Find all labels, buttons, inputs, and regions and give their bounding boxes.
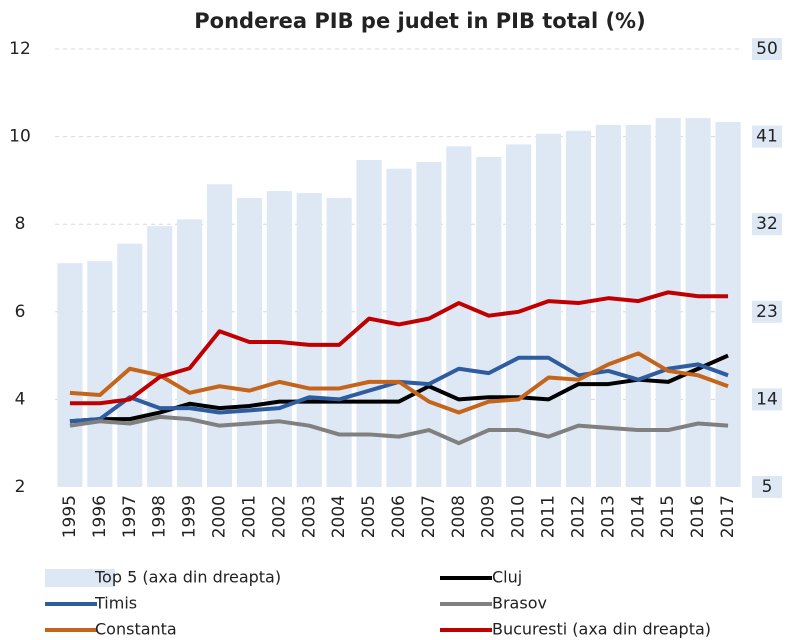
bar [416,161,442,487]
legend-label: Top 5 (axa din dreapta) [94,568,281,587]
legend-label: Brasov [492,594,547,613]
bar [565,130,592,487]
x-tick-label: 2010 [509,495,529,538]
x-tick-label: 1998 [150,495,170,538]
line [69,414,729,446]
bar [356,159,382,487]
x-tick-label: 2016 [688,495,708,538]
y-tick-label: 12 [9,39,31,59]
legend-label: Timis [94,594,137,613]
bar [386,168,412,487]
y2-tick-bg [752,213,782,236]
x-tick-label: 2012 [568,495,588,538]
x-tick-label: 2000 [210,495,230,538]
x-tick-label: 2017 [718,495,738,538]
bar [57,263,83,487]
x-tick-label: 2013 [598,495,618,538]
x-tick-label: 1995 [60,495,80,538]
x-tick-label: 2001 [239,495,259,538]
x-tick-label: 2009 [479,495,499,538]
bar [117,243,143,487]
bar [625,124,651,488]
chart-title: Ponderea PIB pe judet in PIB total (%) [194,9,645,33]
line [69,290,729,406]
x-tick-label: 2011 [539,495,559,538]
bar [147,226,173,487]
legend-label: Constanta [95,620,177,639]
legend-label: Cluj [492,568,522,587]
x-tick-label: 1999 [180,495,200,538]
x-tick-label: 1997 [120,495,140,538]
x-tick-label: 2008 [449,495,469,538]
y-tick-label: 2 [15,477,26,497]
x-tick-label: 1996 [90,495,110,538]
x-tick-label: 2002 [269,495,289,538]
y-tick-label: 8 [15,214,26,234]
y2-tick-bg [752,388,782,411]
x-tick-label: 2014 [628,495,648,538]
y-tick-label: 4 [15,389,26,409]
bar [685,118,711,488]
y2-tick-label: 32 [756,214,778,234]
x-tick-label: 2005 [359,495,379,538]
legend-label: Bucuresti (axa din dreapta) [492,620,711,639]
x-tick-label: 2003 [299,495,319,538]
y2-tick-label: 41 [756,127,778,147]
y2-tick-bg [752,476,782,498]
bar [715,122,741,487]
bar [536,133,562,487]
y2-tick-label: 5 [762,477,773,497]
bar [655,118,681,488]
x-tick-label: 2015 [658,495,678,538]
bar [476,157,502,488]
bar [446,146,472,488]
x-tick-label: 2007 [419,495,439,538]
y2-tick-bg [752,125,782,148]
x-tick-label: 2006 [389,495,409,538]
y-tick-label: 6 [15,302,26,322]
bar [177,219,203,488]
x-tick-label: 2004 [329,495,349,538]
bar [506,144,532,488]
legend-swatch [45,569,115,587]
y2-tick-bg [752,38,782,60]
y2-tick-label: 14 [756,389,778,409]
bar [266,191,292,487]
bar [595,124,621,488]
y-tick-label: 10 [9,127,31,147]
y2-tick-label: 50 [756,39,778,59]
line [69,351,729,415]
y2-tick-bg [752,300,782,323]
bar [296,193,322,487]
bar [87,261,113,487]
y2-tick-label: 23 [756,302,778,322]
